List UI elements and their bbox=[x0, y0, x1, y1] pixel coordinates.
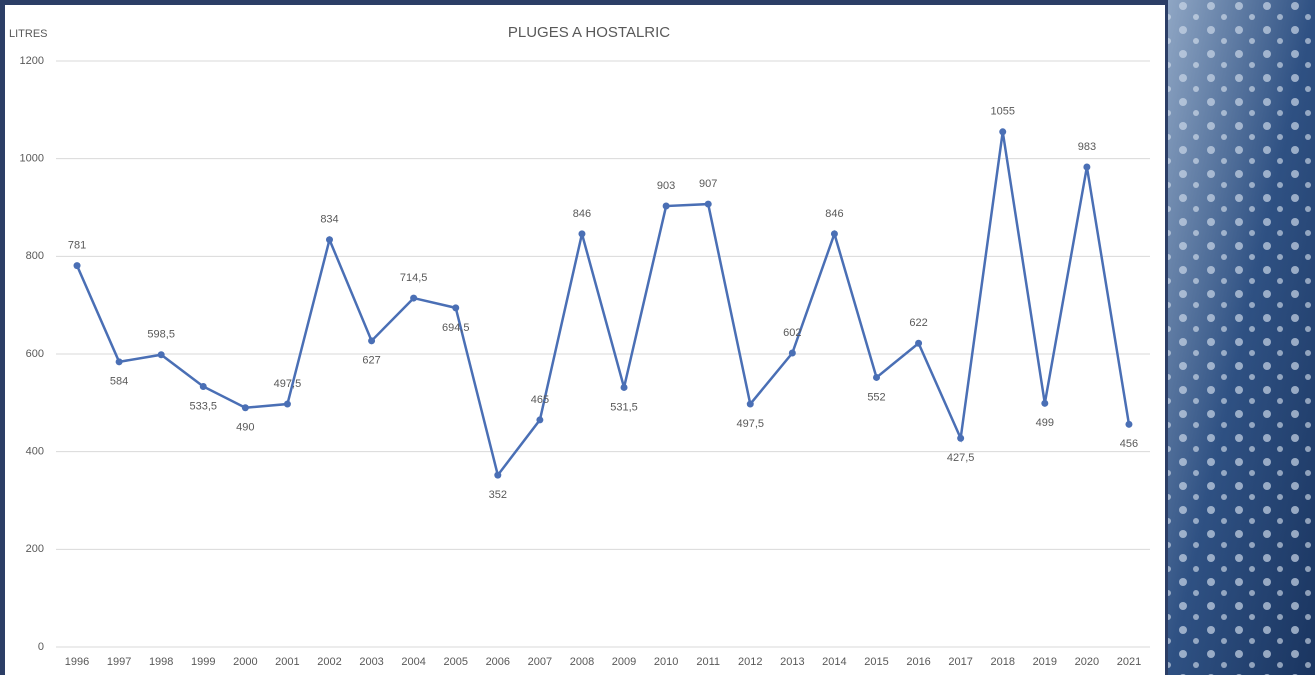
data-label: 352 bbox=[489, 489, 507, 501]
data-label: 499 bbox=[1036, 417, 1054, 429]
marker bbox=[200, 383, 207, 390]
y-tick-label: 1200 bbox=[20, 55, 44, 67]
x-tick-label: 2006 bbox=[486, 656, 510, 668]
data-label: 456 bbox=[1120, 438, 1138, 450]
data-label: 427,5 bbox=[947, 452, 975, 464]
data-label: 465 bbox=[531, 394, 549, 406]
data-label: 714,5 bbox=[400, 272, 428, 284]
marker bbox=[873, 374, 880, 381]
data-label: 694,5 bbox=[442, 322, 470, 334]
x-tick-label: 2009 bbox=[612, 656, 636, 668]
x-tick-label: 2002 bbox=[317, 656, 341, 668]
y-tick-label: 800 bbox=[26, 250, 44, 262]
marker bbox=[410, 295, 417, 302]
y-tick-label: 0 bbox=[38, 641, 44, 653]
x-tick-label: 2000 bbox=[233, 656, 257, 668]
data-label: 490 bbox=[236, 422, 254, 434]
x-tick-label: 2010 bbox=[654, 656, 678, 668]
data-label: 834 bbox=[320, 214, 338, 226]
data-label: 598,5 bbox=[147, 329, 175, 341]
marker bbox=[1125, 421, 1132, 428]
data-label: 846 bbox=[825, 208, 843, 220]
x-tick-label: 2017 bbox=[948, 656, 972, 668]
marker bbox=[663, 203, 670, 210]
data-label: 846 bbox=[573, 208, 591, 220]
data-label: 552 bbox=[867, 391, 885, 403]
x-tick-label: 2012 bbox=[738, 656, 762, 668]
marker bbox=[1083, 163, 1090, 170]
marker bbox=[242, 404, 249, 411]
marker bbox=[452, 304, 459, 311]
x-tick-label: 2015 bbox=[864, 656, 888, 668]
data-label: 531,5 bbox=[610, 401, 638, 413]
marker bbox=[494, 472, 501, 479]
data-label: 907 bbox=[699, 178, 717, 190]
marker bbox=[536, 416, 543, 423]
marker bbox=[957, 435, 964, 442]
marker bbox=[831, 230, 838, 237]
x-tick-label: 2016 bbox=[906, 656, 930, 668]
marker bbox=[621, 384, 628, 391]
marker bbox=[999, 128, 1006, 135]
x-tick-label: 2021 bbox=[1117, 656, 1141, 668]
x-tick-label: 1999 bbox=[191, 656, 215, 668]
data-label: 584 bbox=[110, 376, 128, 388]
data-label: 627 bbox=[362, 355, 380, 367]
x-tick-label: 2007 bbox=[528, 656, 552, 668]
y-tick-label: 400 bbox=[26, 446, 44, 458]
x-tick-label: 2020 bbox=[1075, 656, 1099, 668]
data-label: 497,5 bbox=[274, 378, 302, 390]
chart: PLUGES A HOSTALRIC LITRES 0 200 400 600 800 1… bbox=[0, 0, 1315, 675]
x-tick-label: 2004 bbox=[401, 656, 425, 668]
x-tick-label: 2001 bbox=[275, 656, 299, 668]
marker bbox=[74, 262, 81, 269]
x-tick-label: 2003 bbox=[359, 656, 383, 668]
marker bbox=[747, 401, 754, 408]
x-tick-label: 2005 bbox=[443, 656, 467, 668]
data-label: 622 bbox=[909, 317, 927, 329]
x-tick-label: 2011 bbox=[696, 656, 720, 668]
marker bbox=[789, 350, 796, 357]
x-tick-label: 1997 bbox=[107, 656, 131, 668]
y-axis-label: LITRES bbox=[9, 28, 48, 40]
page: PLUGES A HOSTALRIC LITRES 0 200 400 600 800 1… bbox=[0, 0, 1315, 675]
data-label: 983 bbox=[1078, 141, 1096, 153]
data-label: 497,5 bbox=[737, 418, 765, 430]
x-tick-label: 2013 bbox=[780, 656, 804, 668]
x-tick-label: 2018 bbox=[990, 656, 1014, 668]
x-tick-label: 1996 bbox=[65, 656, 89, 668]
y-tick-label: 1000 bbox=[20, 153, 44, 165]
marker bbox=[326, 236, 333, 243]
x-tick-label: 1998 bbox=[149, 656, 173, 668]
data-label: 602 bbox=[783, 327, 801, 339]
data-label: 1055 bbox=[990, 106, 1014, 118]
x-tick-label: 2019 bbox=[1033, 656, 1057, 668]
x-tick-label: 2008 bbox=[570, 656, 594, 668]
marker bbox=[915, 340, 922, 347]
chart-title: PLUGES A HOSTALRIC bbox=[508, 24, 670, 41]
marker bbox=[158, 351, 165, 358]
data-label: 533,5 bbox=[190, 400, 218, 412]
y-tick-label: 600 bbox=[26, 348, 44, 360]
data-label: 781 bbox=[68, 240, 86, 252]
droplets bbox=[1168, 0, 1315, 675]
marker bbox=[578, 230, 585, 237]
x-tick-label: 2014 bbox=[822, 656, 846, 668]
y-tick-label: 200 bbox=[26, 543, 44, 555]
marker bbox=[368, 337, 375, 344]
marker bbox=[1041, 400, 1048, 407]
marker bbox=[116, 358, 123, 365]
data-label: 903 bbox=[657, 180, 675, 192]
marker bbox=[705, 201, 712, 208]
marker bbox=[284, 401, 291, 408]
